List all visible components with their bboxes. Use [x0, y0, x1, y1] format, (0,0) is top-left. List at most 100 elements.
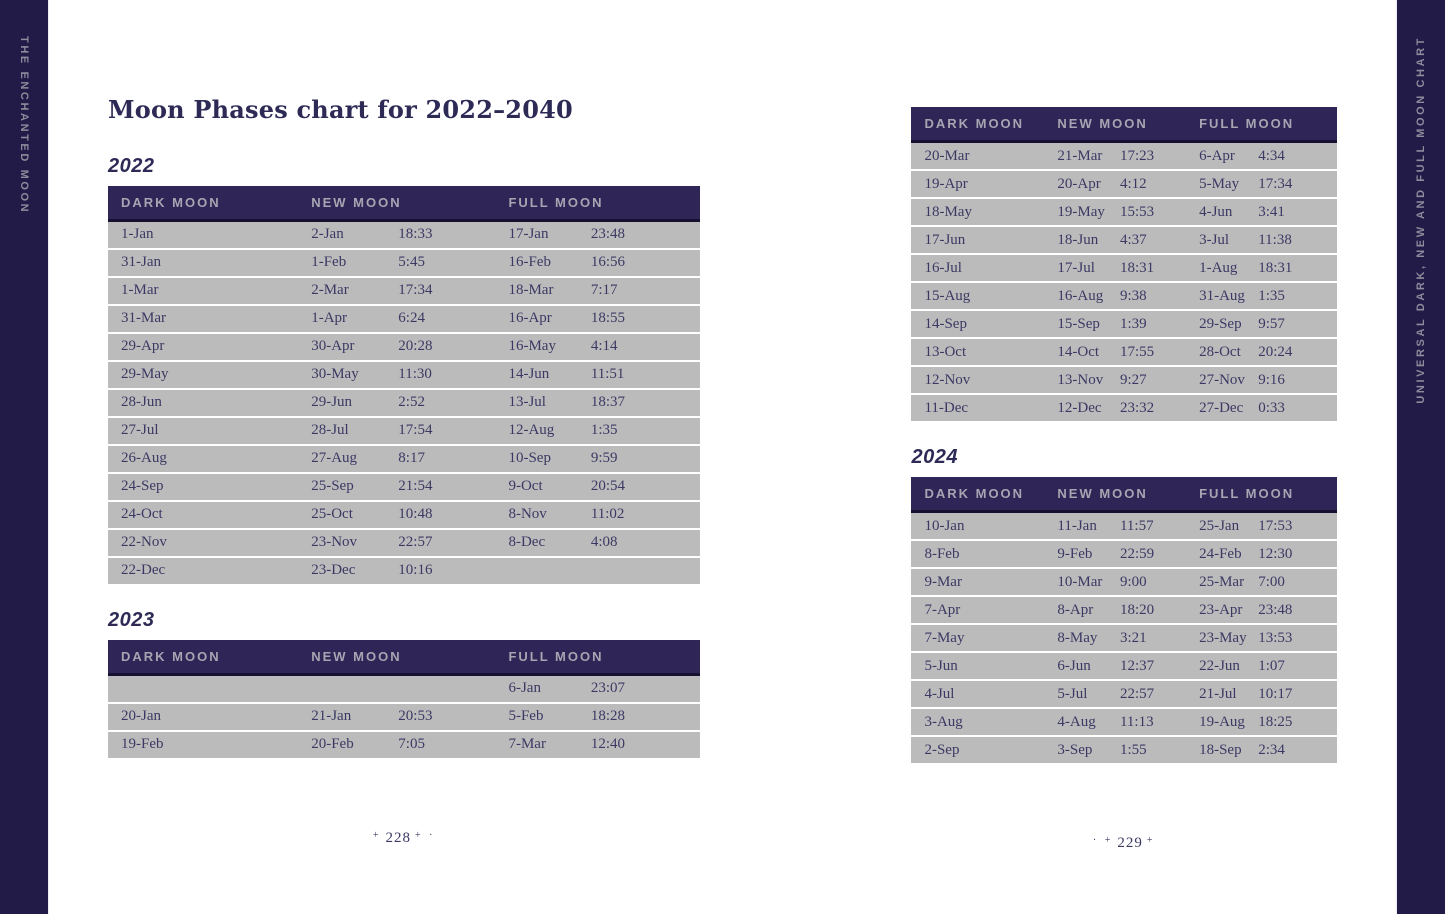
cell-new-moon-time: 15:53 — [1119, 203, 1155, 220]
cell-new-moon-time: 9:00 — [1119, 573, 1147, 590]
cell-dark-moon-date: 17-Jun — [924, 231, 966, 248]
cell-full-moon-date: 23-Apr — [1199, 601, 1243, 618]
cell-full-moon-time: 18:31 — [1258, 259, 1293, 276]
header-dark-moon: DARK MOON — [121, 648, 221, 664]
cell-new-moon-time: 17:23 — [1119, 147, 1155, 164]
table-header-row: DARK MOON NEW MOON FULL MOON — [108, 185, 701, 222]
cell-full-moon-time: 0:33 — [1258, 399, 1285, 416]
table-row: 31-Jan 1-Feb 5:45 16-Feb 16:56 — [108, 249, 701, 276]
table-row: 26-Aug 27-Aug 8:17 10-Sep 9:59 — [108, 445, 701, 472]
cell-new-moon-time: 12:37 — [1119, 657, 1155, 674]
table-row: 16-Jul 17-Jul 18:31 1-Aug 18:31 — [911, 255, 1338, 281]
page-ornament: + — [1146, 835, 1156, 846]
table-row: 24-Sep 25-Sep 21:54 9-Oct 20:54 — [108, 473, 701, 500]
table-row: 22-Dec 23-Dec 10:16 — [108, 557, 701, 584]
table-row: 2-Sep 3-Sep 1:55 18-Sep 2:34 — [911, 737, 1338, 763]
cell-dark-moon-date: 8-Feb — [924, 545, 960, 562]
cell-dark-moon-date: 5-Jun — [924, 657, 958, 674]
cell-dark-moon-date: 31-Mar — [121, 310, 166, 327]
cell-new-moon-date: 25-Sep — [311, 478, 354, 495]
header-full-moon: FULL MOON — [1199, 486, 1295, 501]
cell-new-moon-time: 3:21 — [1119, 629, 1147, 646]
cell-dark-moon-date: 1-Jan — [121, 226, 154, 243]
table-row: 22-Nov 23-Nov 22:57 8-Dec 4:08 — [108, 529, 701, 556]
cell-new-moon-date: 12-Dec — [1057, 399, 1102, 416]
cell-new-moon-time: 8:17 — [398, 450, 425, 467]
cell-full-moon-time: 16:56 — [590, 254, 625, 271]
cell-dark-moon-date: 31-Jan — [121, 254, 161, 271]
cell-full-moon-date: 18-Sep — [1199, 741, 1242, 758]
cell-new-moon-date: 25-Oct — [311, 506, 353, 523]
cell-full-moon-date: 12-Aug — [508, 422, 555, 439]
cell-new-moon-date: 13-Nov — [1057, 371, 1104, 388]
cell-full-moon-time: 13:53 — [1258, 629, 1293, 646]
cell-full-moon-time: 17:53 — [1258, 517, 1293, 534]
cell-new-moon-date: 21-Jan — [311, 708, 352, 725]
cell-full-moon-date: 4-Jun — [1199, 203, 1233, 220]
cell-new-moon-time: 6:24 — [398, 310, 425, 327]
table-row: 7-Apr 8-Apr 18:20 23-Apr 23:48 — [911, 597, 1338, 623]
cell-full-moon-date: 31-Aug — [1199, 287, 1245, 304]
cell-new-moon-date: 30-May — [311, 366, 359, 383]
header-new-moon: NEW MOON — [311, 648, 402, 664]
cell-new-moon-date: 2-Mar — [311, 282, 349, 299]
cell-dark-moon-date: 29-May — [121, 366, 169, 383]
cell-new-moon-date: 19-May — [1057, 203, 1105, 220]
cell-new-moon-date: 1-Feb — [311, 254, 347, 271]
cell-new-moon-date: 29-Jun — [311, 394, 353, 411]
moon-phase-table: DARK MOON NEW MOON FULL MOON 6-Jan 23:07 20-J… — [108, 639, 701, 758]
right-page: DARK MOON NEW MOON FULL MOON 20-Mar 21-Mar 17… — [805, 0, 1398, 914]
header-new-moon: NEW MOON — [311, 194, 402, 210]
moon-phase-table: DARK MOON NEW MOON FULL MOON 1-Jan 2-Jan 18:3… — [108, 185, 701, 584]
cell-full-moon-time: 1:07 — [1258, 657, 1285, 674]
page-number-right: · +229 + — [911, 835, 1337, 852]
cell-new-moon-time: 1:55 — [1119, 741, 1147, 758]
cell-new-moon-time: 10:48 — [398, 506, 433, 523]
cell-full-moon-date: 8-Nov — [508, 506, 547, 523]
cell-new-moon-time: 22:57 — [398, 534, 433, 551]
cell-new-moon-date: 18-Jun — [1057, 231, 1099, 248]
cell-dark-moon-date: 16-Jul — [924, 259, 962, 276]
cell-dark-moon-date: 19-Apr — [924, 175, 968, 192]
cell-full-moon-time: 9:59 — [590, 450, 618, 467]
page-title: Moon Phases chart for 2022–2040 — [108, 95, 573, 124]
table-row: 17-Jun 18-Jun 4:37 3-Jul 11:38 — [911, 227, 1338, 253]
header-full-moon: FULL MOON — [508, 648, 604, 664]
year-section-2022: 2022 DARK MOON NEW MOON FULL MOON 1-Jan 2-Jan… — [108, 154, 701, 584]
header-dark-moon: DARK MOON — [924, 116, 1025, 131]
cell-new-moon-time: 17:55 — [1119, 343, 1155, 360]
cell-full-moon-time: 1:35 — [590, 422, 618, 439]
cell-full-moon-time: 10:17 — [1258, 685, 1293, 702]
table-row: 1-Jan 2-Jan 18:33 17-Jan 23:48 — [108, 221, 701, 248]
table-row: 7-May 8-May 3:21 23-May 13:53 — [911, 625, 1338, 651]
chapter-title-vertical: UNIVERSAL DARK, NEW AND FULL MOON CHART — [1415, 36, 1428, 404]
cell-dark-moon-date: 24-Sep — [121, 478, 164, 495]
cell-full-moon-time: 7:00 — [1258, 573, 1285, 590]
table-row: 20-Mar 21-Mar 17:23 6-Apr 4:34 — [911, 143, 1338, 169]
table-row: 19-Feb 20-Feb 7:05 7-Mar 12:40 — [108, 731, 701, 758]
page-ornament: + · — [415, 829, 436, 841]
table-header-row: DARK MOON NEW MOON FULL MOON — [911, 477, 1338, 513]
cell-new-moon-date: 20-Apr — [1057, 175, 1101, 192]
cell-full-moon-date: 10-Sep — [508, 450, 551, 467]
year-heading: 2022 — [108, 154, 155, 177]
cell-full-moon-date: 16-Apr — [508, 310, 552, 327]
cell-dark-moon-date: 4-Jul — [924, 685, 955, 702]
moon-phase-table: DARK MOON NEW MOON FULL MOON 20-Mar 21-Mar 17… — [911, 107, 1338, 421]
table-row: 24-Oct 25-Oct 10:48 8-Nov 11:02 — [108, 501, 701, 528]
cell-dark-moon-date: 14-Sep — [924, 315, 967, 332]
cell-full-moon-time: 4:14 — [590, 338, 618, 355]
table-row: 3-Aug 4-Aug 11:13 19-Aug 18:25 — [911, 709, 1338, 735]
cell-full-moon-date: 3-Jul — [1199, 231, 1230, 248]
cell-full-moon-date: 18-Mar — [508, 282, 554, 299]
cell-new-moon-time: 9:27 — [1119, 371, 1147, 388]
table-row: 15-Aug 16-Aug 9:38 31-Aug 1:35 — [911, 283, 1338, 309]
cell-new-moon-time: 17:34 — [398, 282, 433, 299]
cell-new-moon-date: 17-Jul — [1057, 259, 1095, 276]
cell-dark-moon-date: 22-Dec — [121, 562, 166, 579]
cell-full-moon-date: 1-Aug — [1199, 259, 1238, 276]
header-new-moon: NEW MOON — [1057, 486, 1148, 501]
moon-phase-table: DARK MOON NEW MOON FULL MOON 10-Jan 11-Jan 11… — [911, 477, 1338, 763]
right-page-tables: DARK MOON NEW MOON FULL MOON 20-Mar 21-Mar 17… — [911, 107, 1338, 763]
table-row: 27-Jul 28-Jul 17:54 12-Aug 1:35 — [108, 417, 701, 444]
